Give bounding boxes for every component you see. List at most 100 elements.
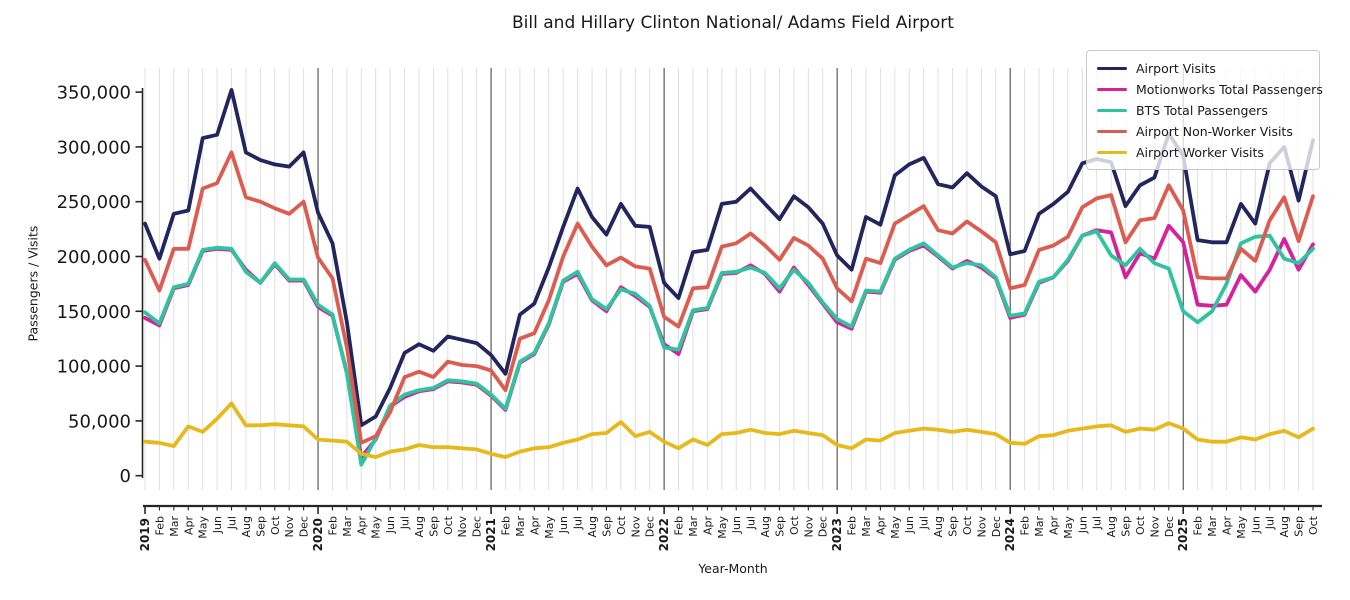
x-tick-label: 2019 [138,518,152,551]
y-tick-label: 200,000 [57,247,131,268]
series-line-bts-total-passengers [143,229,1315,467]
x-tick-label: Oct [1307,515,1320,535]
x-tick-label: Oct [788,515,801,535]
x-tick-label: 2024 [1003,518,1017,551]
x-tick-label: Dec [817,516,830,537]
y-axis-label: Passengers / Visits [25,225,41,342]
legend: Airport Visits Motionworks Total Passeng… [1086,50,1323,170]
x-tick-label: May [1235,516,1248,539]
y-axis: 0 50,000 100,000 150,000 200,000 250,000 300,0… [57,83,144,487]
x-tick-label: Apr [874,516,887,536]
x-tick-label: Jun [384,516,397,534]
y-tick-label: 50,000 [68,411,131,432]
x-tick-label: Feb [499,516,512,535]
y-tick-label: 100,000 [57,357,131,378]
x-tick-label: Jun [1249,516,1262,534]
x-tick-label: May [889,516,902,539]
x-tick-label: Aug [932,516,945,537]
x-tick-label: Oct [442,515,455,535]
legend-label: BTS Total Passengers [1136,103,1268,118]
x-tick-label: Apr [182,516,195,536]
legend-item-airport-non-worker-visits: Airport Non-Worker Visits [1097,121,1309,142]
x-tick-label: Mar [1206,516,1219,537]
x-tick-label: Aug [759,516,772,537]
x-tick-label: Jul [1264,516,1277,530]
legend-swatch-non-worker [1097,129,1127,134]
x-tick-label: Apr [1047,516,1060,536]
x-tick-label: Apr [1220,516,1233,536]
y-tick-label: 250,000 [57,192,131,213]
x-tick-label: Sep [1120,516,1133,537]
y-tick-label: 0 [120,466,131,487]
x-tick-label: Mar [687,516,700,537]
x-tick-label: May [197,516,210,539]
x-tick-label: Feb [673,516,686,535]
x-tick-label: May [543,516,556,539]
x-tick-label: Nov [1148,516,1161,538]
series-line-airport-non-worker-visits [143,150,1315,445]
x-tick-label: May [370,516,383,539]
x-tick-label: Aug [586,516,599,537]
legend-swatch-bts [1097,108,1127,113]
x-tick-label: Jul [745,516,758,530]
x-tick-label: Feb [153,516,166,535]
x-tick-label: Sep [1293,516,1306,537]
x-tick-label: Aug [413,516,426,537]
x-tick-label: 2022 [657,518,671,551]
x-tick-label: Jun [557,516,570,534]
x-tick-label: Dec [298,516,311,537]
y-tick-label: 350,000 [57,83,131,104]
legend-label: Airport Worker Visits [1136,145,1264,160]
x-tick-label: Mar [514,516,527,537]
series-line-airport-worker-visits [143,401,1315,460]
x-tick-label: Feb [1192,516,1205,535]
legend-label: Motionworks Total Passengers [1136,82,1323,97]
x-tick-label: Aug [240,516,253,537]
x-tick-label: Apr [528,516,541,536]
x-tick-label: Feb [1019,516,1032,535]
legend-label: Airport Visits [1136,61,1216,76]
x-tick-label: Mar [341,516,354,537]
x-axis-label: Year-Month [698,561,768,576]
x-tick-label: Dec [990,516,1003,537]
x-tick-label: 2023 [830,518,844,551]
x-tick-label: Feb [326,516,339,535]
x-tick-label: Sep [254,516,267,537]
legend-item-motionworks-total-passengers: Motionworks Total Passengers [1097,79,1323,100]
series-line-airport-visits [143,88,1315,428]
legend-swatch-worker [1097,150,1127,155]
x-tick-label: Oct [961,515,974,535]
x-tick-label: Jun [730,516,743,534]
x-tick-label: 2020 [311,518,325,551]
x-tick-label: Dec [1163,516,1176,537]
x-tick-label: 2021 [484,518,498,551]
legend-swatch-airport-visits [1097,66,1127,71]
series-lines [143,88,1315,467]
x-tick-label: Nov [975,516,988,538]
x-tick-label: Sep [600,516,613,537]
x-tick-label: Oct [615,515,628,535]
x-tick-label: May [716,516,729,539]
x-tick-label: Jul [1091,516,1104,530]
x-tick-label: Jun [1076,516,1089,534]
x-tick-label: Jun [903,516,916,534]
x-tick-label: Apr [701,516,714,536]
x-tick-label: May [1062,516,1075,539]
x-axis: 2019 Feb Mar Apr May Jun Jul Aug Sep Oct Nov Dec 202… [138,504,1322,551]
x-tick-label: Sep [427,516,440,537]
legend-swatch-motionworks [1097,87,1127,92]
x-tick-label: Apr [355,516,368,536]
x-tick-label: Jul [572,516,585,530]
legend-label: Airport Non-Worker Visits [1136,124,1293,139]
y-tick-label: 150,000 [57,302,131,323]
x-tick-label: Mar [1033,516,1046,537]
x-tick-label: Oct [269,515,282,535]
x-tick-label: Jul [399,516,412,530]
x-tick-label: Nov [283,516,296,538]
x-tick-label: Jun [211,516,224,534]
legend-item-airport-worker-visits: Airport Worker Visits [1097,142,1309,163]
x-tick-label: Nov [456,516,469,538]
legend-item-airport-visits: Airport Visits [1097,58,1309,79]
